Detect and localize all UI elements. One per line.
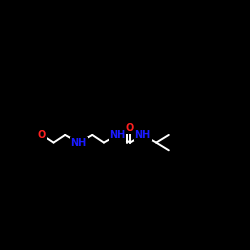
- Text: NH: NH: [109, 130, 126, 140]
- Text: O: O: [126, 123, 134, 133]
- Text: NH: NH: [70, 138, 87, 147]
- Text: O: O: [38, 130, 46, 140]
- Text: NH: NH: [134, 130, 151, 140]
